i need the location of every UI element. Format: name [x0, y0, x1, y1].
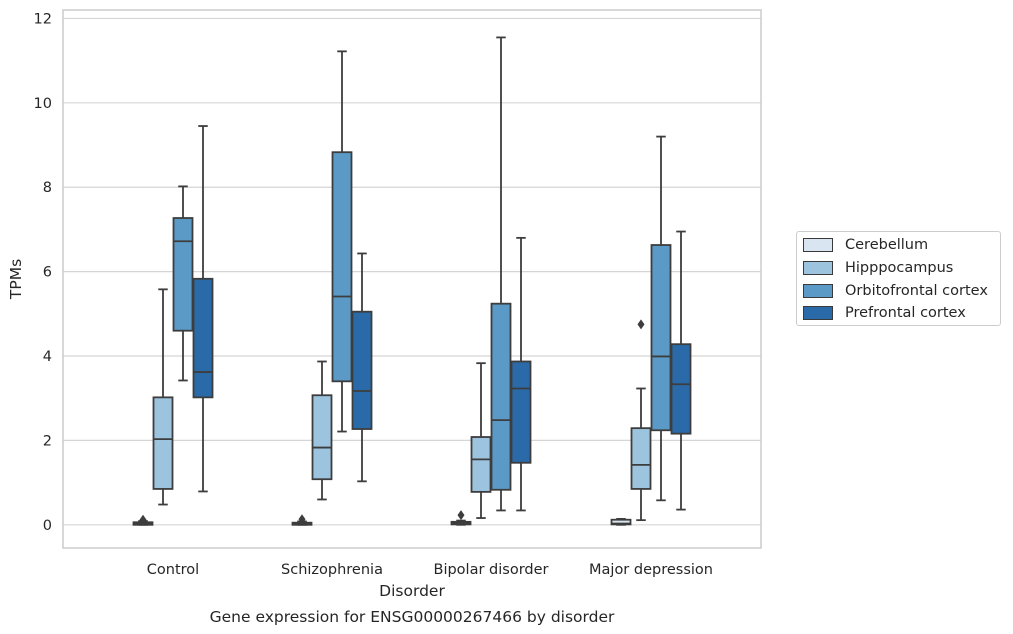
y-tick-label: 2 [43, 433, 52, 449]
box-cerebellum [132, 514, 154, 526]
y-axis-title: TPMs [7, 259, 25, 300]
legend: Cerebellum Hipppocampus Orbitofrontal cort… [796, 231, 1001, 326]
legend-label: Hipppocampus [845, 259, 954, 276]
y-tick-label: 12 [34, 11, 52, 27]
legend-swatch [803, 306, 833, 321]
box-iqr [510, 360, 532, 464]
y-tick-label: 0 [43, 518, 52, 534]
chart-title: Gene expression for ENSG00000267466 by d… [210, 608, 615, 626]
box-iqr [490, 302, 512, 491]
x-tick-label: Schizophrenia [281, 562, 383, 578]
y-tick-label: 6 [43, 265, 52, 281]
legend-item: Orbitofrontal cortex [803, 281, 988, 301]
y-tick-label: 4 [43, 349, 52, 365]
box-cerebellum [291, 514, 313, 526]
x-tick-label: Major depression [589, 562, 713, 578]
box-iqr [331, 151, 353, 383]
legend-swatch [803, 260, 833, 275]
box-prefrontal-cortex [510, 236, 532, 512]
x-axis-title: Disorder [379, 582, 445, 600]
legend-label: Orbitofrontal cortex [845, 282, 988, 299]
x-tick-label: Control [147, 562, 199, 578]
box-iqr [311, 394, 333, 481]
box-prefrontal-cortex [670, 230, 692, 511]
legend-item: Prefrontal cortex [803, 303, 966, 323]
box-prefrontal-cortex [192, 125, 214, 493]
box-hipppocampus [630, 319, 652, 522]
legend-label: Prefrontal cortex [845, 305, 966, 322]
legend-item: Hipppocampus [803, 258, 953, 278]
box-iqr [470, 436, 492, 493]
box-iqr [192, 277, 214, 399]
box-orbitofrontal-cortex [331, 50, 353, 433]
box-iqr [351, 310, 373, 430]
y-tick-label: 8 [43, 180, 52, 196]
box-prefrontal-cortex [351, 252, 373, 483]
y-tick-labels: 0 2 4 6 8 10 12 [34, 11, 52, 533]
box-iqr [152, 396, 174, 490]
x-tick-labels: Control Schizophrenia Bipolar disorder Majo… [147, 562, 713, 578]
box-iqr [670, 343, 692, 435]
box-groups [132, 36, 692, 526]
outlier-point [637, 319, 645, 330]
outlier-point [139, 514, 147, 525]
legend-label: Cerebellum [845, 237, 929, 253]
box-cerebellum [450, 510, 472, 526]
outlier-point [457, 510, 465, 521]
plot-frame [62, 9, 762, 549]
legend-item: Cerebellum [803, 235, 928, 255]
box-iqr [650, 244, 672, 432]
box-cerebellum [610, 517, 632, 526]
outlier-point [298, 514, 306, 525]
box-orbitofrontal-cortex [490, 36, 512, 512]
box-hipppocampus [470, 362, 492, 519]
box-orbitofrontal-cortex [172, 185, 194, 382]
x-tick-label: Bipolar disorder [434, 562, 549, 578]
box-orbitofrontal-cortex [650, 135, 672, 502]
y-tick-label: 10 [34, 96, 52, 112]
legend-swatch [803, 283, 833, 298]
legend-swatch [803, 238, 833, 252]
box-iqr [172, 217, 194, 332]
box-hipppocampus [311, 360, 333, 501]
box-iqr [630, 427, 652, 490]
box-hipppocampus [152, 288, 174, 506]
